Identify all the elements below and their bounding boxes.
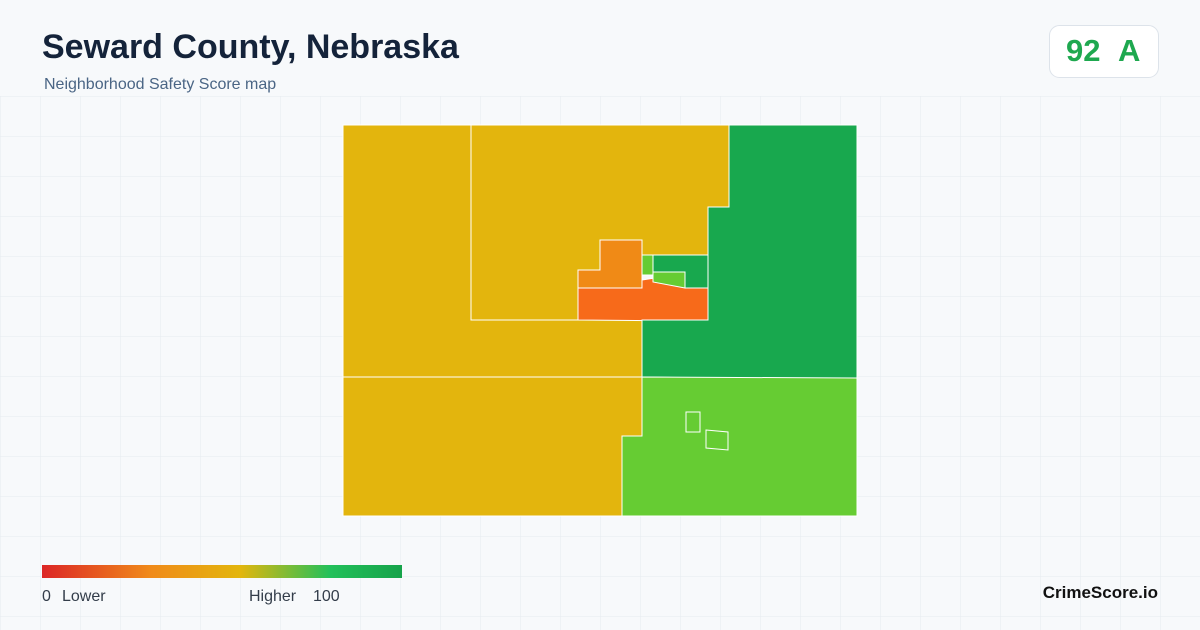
score-grade: A bbox=[1118, 33, 1141, 68]
score-box bbox=[1049, 25, 1159, 78]
legend-min: 0 bbox=[42, 588, 51, 605]
region bbox=[652, 271, 686, 289]
legend-max-label: Higher bbox=[249, 588, 297, 605]
legend-max: 100 bbox=[313, 588, 340, 605]
map bbox=[342, 124, 858, 517]
region bbox=[641, 254, 654, 276]
region bbox=[641, 124, 858, 379]
subtitle: Neighborhood Safety Score map bbox=[44, 76, 277, 93]
region bbox=[621, 376, 858, 517]
region bbox=[705, 429, 729, 451]
region bbox=[685, 411, 701, 433]
legend-min-label: Lower bbox=[62, 588, 106, 605]
title: Seward County, Nebraska bbox=[42, 28, 459, 66]
legend-gradient bbox=[42, 565, 402, 578]
score-value: 92 bbox=[1066, 33, 1101, 68]
region bbox=[342, 376, 643, 517]
brand: CrimeScore.io bbox=[1042, 583, 1158, 602]
